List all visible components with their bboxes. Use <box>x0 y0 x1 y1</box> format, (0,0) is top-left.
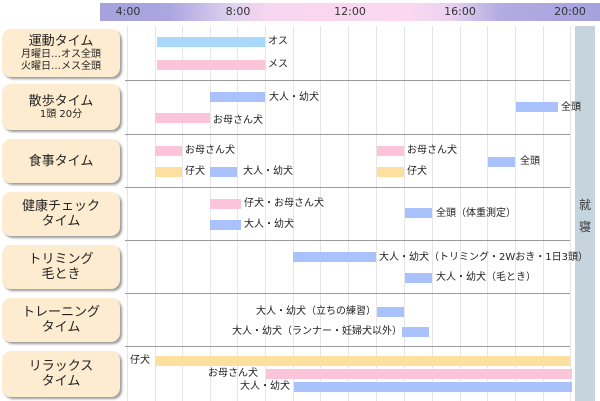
grid-line <box>293 26 294 401</box>
tick-20: 20:00 <box>554 5 586 18</box>
bar-exercise-female <box>157 60 265 70</box>
bar-health-puppy-mother <box>210 199 241 209</box>
bar-label: 大人・幼犬 <box>269 92 319 103</box>
bar-brushing <box>405 273 432 283</box>
grid-line <box>182 26 183 401</box>
bar-meal-puppy-pm <box>377 167 404 177</box>
category-training: トレーニング タイム <box>2 298 120 342</box>
category-title: 散歩タイム <box>28 93 94 109</box>
category-subtitle: 1頭 20分 <box>39 108 83 120</box>
grid-line <box>265 26 266 401</box>
tick-4: 4:00 <box>115 5 141 18</box>
category-relax: リラックス タイム <box>2 351 120 397</box>
category-walk: 散歩タイム 1頭 20分 <box>2 84 120 130</box>
bar-label: 仔犬 <box>407 166 427 177</box>
grid-line <box>432 26 433 401</box>
grid-line <box>543 26 544 401</box>
row-separator <box>125 187 570 188</box>
sleep-label-2: 寝 <box>579 220 592 234</box>
grid-line <box>320 26 321 401</box>
bar-meal-mother <box>155 146 182 156</box>
category-subtitle: 月曜日…オス全頭 <box>21 48 101 60</box>
bar-label: お母さん犬 <box>185 145 235 156</box>
grid-line <box>348 26 349 401</box>
category-title: 運動タイム <box>28 33 94 49</box>
category-title: リラックス <box>28 359 94 374</box>
grid-line <box>127 26 128 401</box>
bar-label: お母さん犬 <box>208 368 258 379</box>
bar-label: 全頭（体重測定） <box>436 208 516 219</box>
bar-label: 大人・幼犬（立ちの練習） <box>256 306 376 317</box>
grid-line <box>237 26 238 401</box>
bar-label: 大人・幼犬 <box>240 381 290 392</box>
bar-label: メス <box>268 59 288 70</box>
bar-training-standing <box>377 307 404 317</box>
bar-exercise-male <box>157 37 265 47</box>
bar-relax-mother <box>266 369 572 379</box>
bar-meal-puppy <box>155 167 182 177</box>
category-title: トレーニング <box>21 305 100 320</box>
bar-label: 大人・幼犬 <box>244 219 294 230</box>
category-meal: 食事タイム <box>2 139 120 183</box>
grid-line <box>570 26 571 401</box>
row-separator <box>125 134 570 135</box>
bar-label: 大人・幼犬 <box>243 166 293 177</box>
bar-training-runner <box>402 327 429 337</box>
tick-8: 8:00 <box>225 5 251 18</box>
bar-walk-mother <box>155 113 210 123</box>
category-title: タイム <box>41 320 81 335</box>
bar-label: 仔犬 <box>130 355 150 366</box>
category-health-check: 健康チェック タイム <box>2 192 120 236</box>
category-trimming: トリミング 毛とき <box>2 245 120 289</box>
category-title: 毛とき <box>41 267 81 282</box>
bar-walk-adult <box>210 92 265 102</box>
time-axis-header <box>100 3 600 21</box>
grid-line <box>155 26 156 401</box>
category-title: 食事タイム <box>28 153 94 169</box>
grid-line <box>515 26 516 401</box>
grid-line <box>487 26 488 401</box>
sleep-label-1: 就 <box>579 198 592 212</box>
bar-label: お母さん犬 <box>213 115 263 126</box>
tick-16: 16:00 <box>444 5 476 18</box>
bar-meal-all <box>488 157 515 167</box>
bar-relax-adult <box>294 382 572 392</box>
row-separator <box>125 293 570 294</box>
category-title: 健康チェック <box>21 199 100 214</box>
bar-label: 大人・幼犬（トリミング・2Wおき・1日3頭） <box>379 252 588 263</box>
bar-label: 大人・幼犬（毛とき） <box>436 272 536 283</box>
grid-line <box>460 26 461 401</box>
bar-label: 全頭 <box>520 156 540 167</box>
tick-12: 12:00 <box>334 5 366 18</box>
sleep-column <box>575 26 595 401</box>
bar-walk-all <box>516 102 558 112</box>
category-title: タイム <box>41 374 81 389</box>
category-exercise: 運動タイム 月曜日…オス全頭 火曜日…メス全頭 <box>2 29 120 77</box>
category-title: タイム <box>41 214 81 229</box>
category-subtitle: 火曜日…メス全頭 <box>21 60 101 72</box>
bar-health-all <box>405 208 432 218</box>
bar-label: オス <box>268 36 288 47</box>
row-separator <box>125 80 570 81</box>
grid-line <box>210 26 211 401</box>
grid-line <box>376 26 377 401</box>
bar-label: お母さん犬 <box>407 145 457 156</box>
bar-label: 仔犬 <box>185 166 205 177</box>
row-separator <box>125 346 570 347</box>
bar-meal-mother-pm <box>377 146 404 156</box>
grid-line <box>404 26 405 401</box>
bar-label: 全頭 <box>561 102 581 113</box>
bar-meal-adult <box>210 167 237 177</box>
bar-label: 仔犬・お母さん犬 <box>244 198 324 209</box>
category-title: トリミング <box>28 252 94 267</box>
bar-health-adult <box>210 220 241 230</box>
row-separator <box>125 240 570 241</box>
bar-relax-puppy <box>155 356 570 366</box>
bar-trimming <box>293 252 376 262</box>
bar-label: 大人・幼犬（ランナー・妊婦犬以外） <box>232 326 402 337</box>
